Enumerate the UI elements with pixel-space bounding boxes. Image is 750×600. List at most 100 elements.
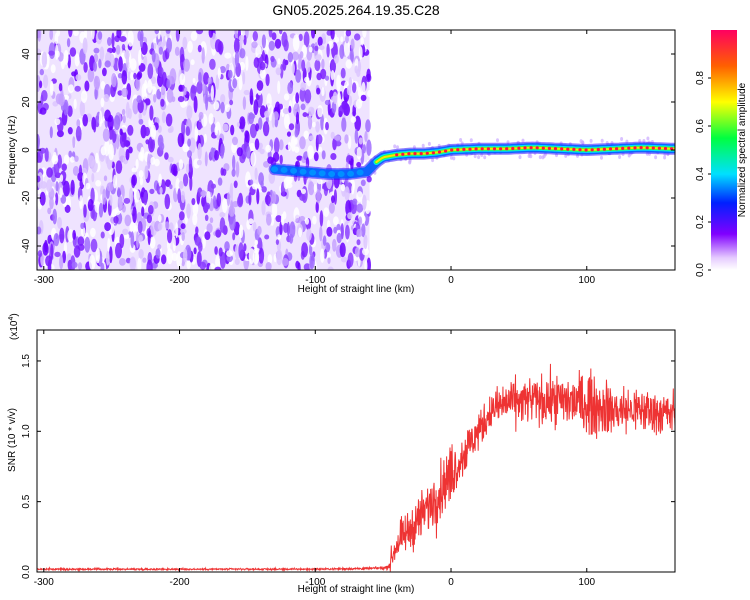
noise-blob: [292, 51, 299, 61]
noise-blob: [264, 194, 271, 205]
noise-blob: [166, 37, 173, 53]
noise-blob: [261, 186, 267, 193]
noise-blob: [190, 59, 195, 66]
noise-blob: [238, 74, 243, 91]
noise-blob: [115, 44, 121, 55]
noise-blob: [182, 143, 190, 153]
noise-blob: [238, 34, 245, 42]
noise-blob: [157, 244, 162, 250]
noise-blob: [107, 114, 114, 131]
noise-blob: [208, 30, 214, 38]
noise-blob: [330, 70, 335, 81]
noise-blob: [224, 241, 230, 252]
noise-blob: [98, 58, 102, 69]
noise-blob: [208, 81, 212, 94]
noise-blob: [330, 30, 335, 40]
noise-blob: [340, 256, 348, 263]
noise-blob: [119, 258, 126, 266]
noise-blob: [222, 123, 229, 132]
noise-blob: [271, 112, 275, 128]
spectrogram-y-tick-label: -40: [21, 238, 32, 253]
noise-blob: [283, 113, 290, 129]
noise-blob: [327, 257, 331, 265]
noise-blob: [242, 71, 246, 85]
noise-blob: [91, 30, 95, 40]
noise-blob: [336, 74, 341, 92]
noise-blob: [175, 222, 179, 239]
noise-blob: [350, 116, 357, 123]
colorbar-tick-label: 0.6: [695, 119, 706, 133]
noise-blob: [236, 121, 240, 128]
noise-blob: [299, 51, 304, 59]
noise-blob: [299, 215, 306, 222]
noise-blob: [204, 151, 208, 167]
noise-blob: [228, 69, 233, 79]
noise-blob: [77, 262, 83, 270]
noise-blob: [177, 132, 184, 148]
spectrogram-x-ticks: -300 -200 -100 0 100: [34, 30, 596, 286]
noise-blob: [306, 228, 312, 241]
noise-blob: [187, 40, 193, 53]
noise-blob: [278, 103, 283, 110]
noise-blob: [360, 94, 367, 102]
noise-blob: [52, 208, 57, 225]
noise-blob: [342, 100, 349, 116]
noise-blob: [188, 156, 193, 173]
ridge-peak-dot: [645, 146, 649, 150]
noise-blob: [358, 46, 363, 60]
spectrogram-x-tick-label: 100: [578, 275, 595, 286]
noise-blob: [233, 38, 240, 54]
noise-blob: [158, 173, 162, 187]
noise-blob: [183, 89, 187, 96]
colorbar: 0.0 0.2 0.4 0.6 0.8 Normalized spectral ampl…: [695, 30, 748, 277]
noise-blob: [312, 121, 316, 128]
noise-blob: [356, 239, 361, 246]
noise-blob: [90, 238, 98, 253]
ridge-blob: [290, 167, 298, 174]
noise-blob: [103, 94, 110, 102]
noise-blob: [236, 147, 243, 157]
ridge-peak-dot: [535, 146, 539, 150]
noise-blob: [265, 144, 272, 153]
noise-blob: [259, 67, 266, 79]
noise-blob: [72, 136, 76, 149]
haze-dot: [469, 138, 473, 143]
noise-blob: [164, 152, 169, 160]
noise-blob: [249, 88, 254, 105]
noise-blob: [196, 81, 203, 94]
ridge-peak-dot: [553, 147, 558, 151]
noise-blob: [229, 213, 236, 231]
noise-blob: [165, 113, 173, 127]
noise-blob: [122, 228, 129, 235]
noise-blob: [68, 150, 72, 158]
spectrogram-y-tick-label: 20: [21, 96, 32, 108]
noise-blob: [115, 242, 122, 259]
noise-blob: [139, 176, 143, 186]
noise-blob: [113, 216, 119, 224]
noise-blob: [167, 229, 173, 244]
noise-blob: [49, 30, 54, 40]
snr-x-tick-label: -200: [170, 577, 190, 588]
noise-blob: [331, 101, 337, 114]
noise-blob: [206, 191, 211, 206]
noise-blob: [84, 80, 90, 92]
noise-blob: [90, 208, 95, 220]
noise-blob: [233, 180, 238, 189]
snr-y-ticks: 0.0 0.5 1.0 1.5: [21, 354, 675, 579]
snr-series-line: [37, 363, 675, 572]
noise-blob: [352, 82, 357, 94]
noise-blob: [366, 68, 371, 82]
noise-blob: [121, 108, 126, 116]
noise-blob: [67, 127, 73, 135]
noise-blob: [192, 213, 198, 226]
noise-blob: [72, 165, 80, 176]
ridge-peak-dot: [547, 146, 552, 150]
noise-blob: [80, 222, 85, 230]
noise-blob: [215, 255, 221, 270]
noise-blob: [73, 30, 79, 36]
noise-blob: [46, 167, 53, 178]
snr-x-axis-label: Height of straight line (km): [298, 584, 415, 595]
ridge-peak-dot: [437, 150, 442, 154]
noise-blob: [305, 217, 309, 225]
